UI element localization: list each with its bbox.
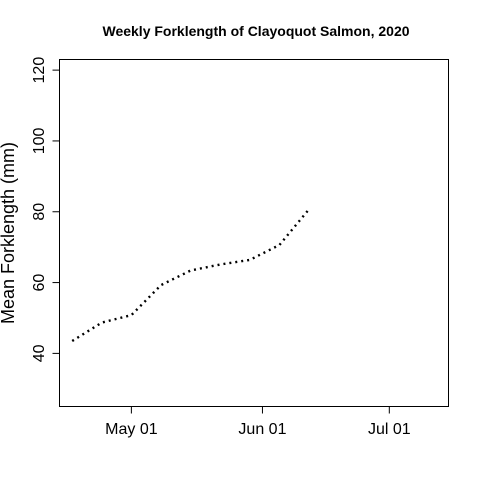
- x-tick-label: May 01: [105, 421, 158, 438]
- y-tick-label: 60: [31, 274, 48, 292]
- series-line: [71, 208, 310, 343]
- plot-area-frame: [59, 59, 449, 407]
- series-layer: [71, 208, 310, 343]
- y-tick-label: 40: [31, 344, 48, 362]
- x-axis: May 01 Jun 01 Jul 01: [105, 406, 411, 438]
- y-axis: 40 60 80 100 120: [31, 57, 60, 362]
- x-tick-label: Jul 01: [368, 421, 411, 438]
- y-axis-title: Mean Forklength (mm): [0, 142, 18, 324]
- y-tick-label: 100: [31, 127, 48, 154]
- y-tick-label: 80: [31, 203, 48, 221]
- x-tick-label: Jun 01: [238, 421, 286, 438]
- chart-title: Weekly Forklength of Clayoquot Salmon, 2…: [102, 23, 409, 39]
- y-tick-label: 120: [31, 57, 48, 84]
